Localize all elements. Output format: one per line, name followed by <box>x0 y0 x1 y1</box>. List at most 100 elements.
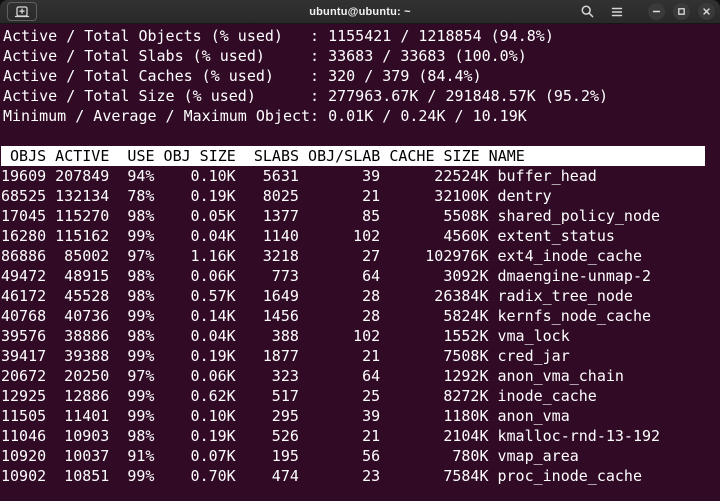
cell-objs: 20672 <box>1 367 47 385</box>
summary-separator: : <box>310 107 329 125</box>
cell-use: 99% <box>127 227 155 245</box>
cell-obj-per-slab: 85 <box>362 207 381 225</box>
cell-name: extent_status <box>497 227 615 245</box>
cell-use: 99% <box>127 387 155 405</box>
cell-active: 45528 <box>64 287 110 305</box>
cell-obj-per-slab: 21 <box>362 427 381 445</box>
cell-obj-per-slab: 21 <box>362 187 381 205</box>
summary-line: Active / Total Objects (% used): 1155421… <box>3 26 720 46</box>
menu-button[interactable] <box>606 2 628 22</box>
cell-use: 98% <box>127 267 155 285</box>
cell-cache-size: 1292K <box>443 367 489 385</box>
cell-obj-size: 0.04K <box>190 327 236 345</box>
cell-objs: 49472 <box>1 267 47 285</box>
table-row: 19609 207849 94% 0.10K 5631 39 22524K buffer_he… <box>1 166 720 186</box>
cell-objs: 12925 <box>1 387 47 405</box>
cell-use: 98% <box>127 207 155 225</box>
cell-use: 99% <box>127 307 155 325</box>
cell-cache-size: 2104K <box>443 427 489 445</box>
close-icon <box>703 8 710 15</box>
summary-separator: : <box>310 47 329 65</box>
cell-name: kmalloc-rnd-13-192 <box>497 427 661 445</box>
summary-label: Active / Total Size (% used) <box>3 87 256 105</box>
terminal-screen[interactable]: Active / Total Objects (% used): 1155421… <box>0 24 720 486</box>
cell-objs: 39576 <box>1 327 47 345</box>
cell-active: 38886 <box>64 327 110 345</box>
cell-name: buffer_head <box>497 167 597 185</box>
cell-obj-per-slab: 39 <box>362 407 381 425</box>
cell-objs: 17045 <box>1 207 47 225</box>
cell-active: 20250 <box>64 367 110 385</box>
blank-line <box>1 126 720 146</box>
cell-obj-size: 0.04K <box>190 227 236 245</box>
table-row: 10920 10037 91% 0.07K 195 56 780K vmap_area <box>1 446 720 466</box>
cell-slabs: 388 <box>271 327 299 345</box>
summary-label: Active / Total Caches (% used) <box>3 67 274 85</box>
cell-active: 10037 <box>64 447 110 465</box>
cell-obj-size: 0.10K <box>190 167 236 185</box>
cell-cache-size: 102976K <box>425 247 489 265</box>
summary-line: Active / Total Caches (% used): 320 / 37… <box>3 66 720 86</box>
maximize-button[interactable] <box>673 3 690 20</box>
cell-slabs: 3218 <box>262 247 299 265</box>
cell-obj-per-slab: 28 <box>362 287 381 305</box>
cell-obj-size: 0.07K <box>190 447 236 465</box>
summary-separator: : <box>310 27 329 45</box>
cell-obj-size: 0.19K <box>190 187 236 205</box>
summary-line: Active / Total Size (% used): 277963.67K… <box>3 86 720 106</box>
cell-use: 99% <box>127 467 155 485</box>
close-button[interactable] <box>698 3 715 20</box>
cell-active: 10903 <box>64 427 110 445</box>
cell-obj-per-slab: 102 <box>353 327 381 345</box>
new-tab-button[interactable] <box>7 2 37 21</box>
cell-obj-size: 1.16K <box>190 247 236 265</box>
cell-name: cred_jar <box>497 347 570 365</box>
cell-slabs: 195 <box>271 447 299 465</box>
cell-use: 98% <box>127 287 155 305</box>
cell-objs: 46172 <box>1 287 47 305</box>
summary-value: 320 / 379 (84.4%) <box>328 67 482 85</box>
cell-active: 39388 <box>64 347 110 365</box>
cell-name: vmap_area <box>497 447 579 465</box>
cell-obj-per-slab: 23 <box>362 467 381 485</box>
cell-name: shared_policy_node <box>497 207 661 225</box>
table-row: 11046 10903 98% 0.19K 526 21 2104K kmalloc-rnd-… <box>1 426 720 446</box>
slabtop-summary: Active / Total Objects (% used): 1155421… <box>1 26 720 126</box>
table-row: 10902 10851 99% 0.70K 474 23 7584K proc_inode_c… <box>1 466 720 486</box>
summary-label: Active / Total Slabs (% used) <box>3 47 265 65</box>
cell-obj-size: 0.06K <box>190 267 236 285</box>
cell-slabs: 526 <box>271 427 299 445</box>
cell-active: 10851 <box>64 467 110 485</box>
cell-name: kernfs_node_cache <box>497 307 652 325</box>
cell-slabs: 517 <box>271 387 299 405</box>
cell-cache-size: 7508K <box>443 347 489 365</box>
cell-use: 99% <box>127 347 155 365</box>
cell-obj-size: 0.06K <box>190 367 236 385</box>
cell-name: radix_tree_node <box>497 287 633 305</box>
cell-use: 97% <box>127 367 155 385</box>
cell-obj-size: 0.57K <box>190 287 236 305</box>
minimize-button[interactable] <box>648 3 665 20</box>
summary-line: Minimum / Average / Maximum Object: 0.01… <box>3 106 720 126</box>
cell-slabs: 295 <box>271 407 299 425</box>
titlebar[interactable]: ubuntu@ubuntu: ~ <box>0 0 720 24</box>
summary-label: Minimum / Average / Maximum Object <box>3 107 311 125</box>
cell-objs: 16280 <box>1 227 47 245</box>
cell-obj-per-slab: 21 <box>362 347 381 365</box>
table-row: 39576 38886 98% 0.04K 388 102 1552K vma_lock <box>1 326 720 346</box>
cell-obj-per-slab: 102 <box>353 227 381 245</box>
cell-name: anon_vma <box>497 407 570 425</box>
cell-use: 94% <box>127 167 155 185</box>
search-button[interactable] <box>576 2 598 22</box>
cell-active: 12886 <box>64 387 110 405</box>
cell-objs: 11046 <box>1 427 47 445</box>
cell-obj-size: 0.62K <box>190 387 236 405</box>
hamburger-menu-icon <box>611 7 623 16</box>
table-row: 12925 12886 99% 0.62K 517 25 8272K inode_cache <box>1 386 720 406</box>
cell-cache-size: 4560K <box>443 227 489 245</box>
cell-active: 207849 <box>55 167 110 185</box>
cell-name: dentry <box>497 187 552 205</box>
cell-obj-per-slab: 25 <box>362 387 381 405</box>
cell-objs: 40768 <box>1 307 47 325</box>
cell-objs: 19609 <box>1 167 47 185</box>
